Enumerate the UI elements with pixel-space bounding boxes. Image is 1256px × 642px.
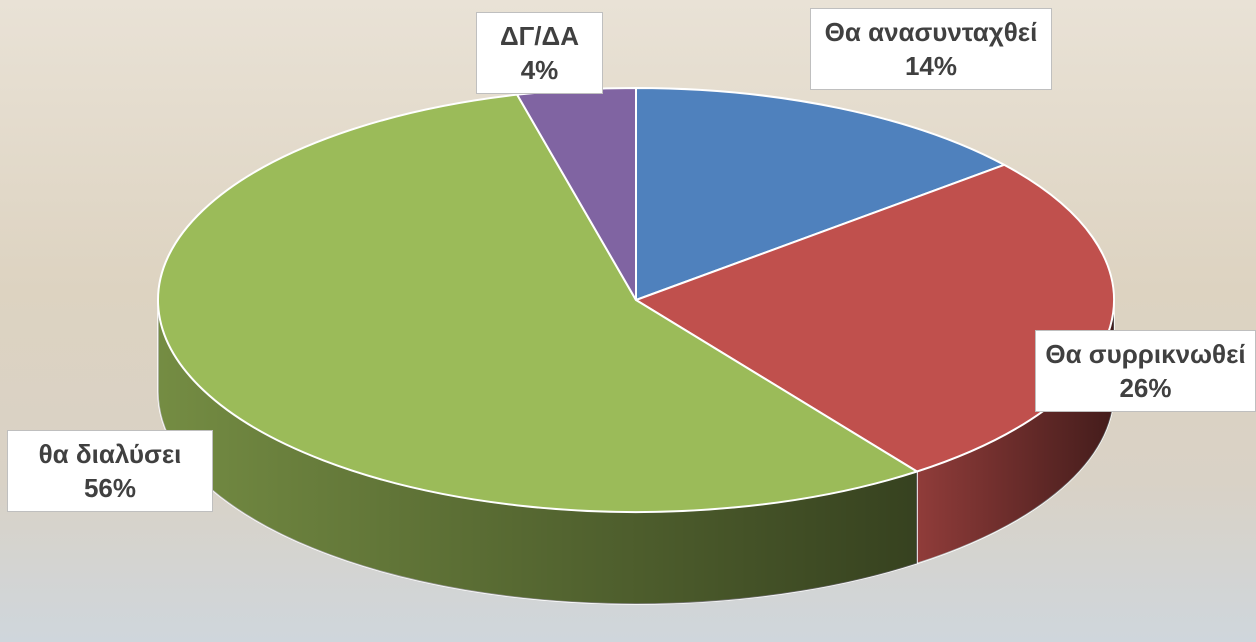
page: (() => { const data = JSON.parse(documen… [0,0,1256,642]
category-label: Θα ανασυνταχθεί [819,15,1043,49]
category-label: ΔΓ/ΔΑ [485,19,594,53]
value-label: 4% [485,53,594,87]
value-label: 26% [1044,371,1247,405]
category-label: θα διαλύσει [16,437,204,471]
chart [0,0,1256,642]
value-label: 14% [819,49,1043,83]
category-label: Θα συρρικνωθεί [1044,337,1247,371]
value-label: 56% [16,471,204,505]
